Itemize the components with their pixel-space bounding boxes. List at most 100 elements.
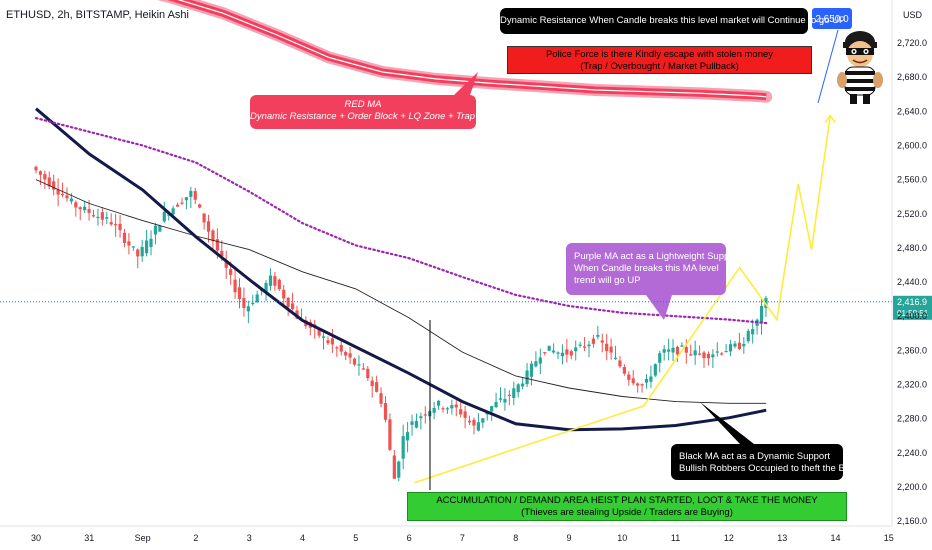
candles — [34, 165, 768, 482]
x-tick-label: 6 — [407, 533, 412, 543]
candle-body — [609, 346, 613, 353]
candle-body — [605, 343, 609, 352]
x-tick-label: 8 — [513, 533, 518, 543]
red-ma-note-line2: Dynamic Resistance + Order Block + LQ Zo… — [250, 111, 497, 122]
candle-body — [680, 345, 684, 347]
candle-body — [728, 344, 733, 352]
x-tick-label: 15 — [884, 533, 894, 543]
candle-body — [100, 212, 104, 220]
black-ma-line — [35, 107, 767, 432]
candle-body — [711, 354, 715, 358]
candle-body — [69, 198, 73, 202]
x-tick-label: 10 — [617, 533, 627, 543]
candle-body — [206, 221, 211, 232]
candle-body — [560, 352, 565, 357]
candle-body — [600, 340, 604, 343]
accumulation-note-line2: (Thieves are stealing Upside / Traders a… — [521, 507, 733, 518]
candle-body — [198, 204, 202, 208]
candle-body — [516, 384, 520, 393]
candle-body — [348, 353, 352, 358]
red-ma-note: RED MA Dynamic Resistance + Order Block … — [250, 95, 497, 129]
x-tick-label: 30 — [31, 533, 41, 543]
purple-note-pointer — [646, 295, 672, 320]
red-ma-note-line1: RED MA — [344, 99, 382, 110]
candle-body — [503, 398, 507, 403]
candle-body — [392, 455, 396, 479]
candle-body — [193, 191, 197, 200]
candle-body — [286, 297, 290, 308]
current-price-label: 2,416.9 — [897, 297, 927, 307]
candle-body — [56, 189, 60, 195]
y-tick-label: 2,560.0 — [897, 175, 927, 185]
candle-body — [627, 374, 631, 380]
candle-body — [105, 217, 109, 219]
target-price-label: 2,650.0 — [815, 14, 849, 25]
candle-body — [441, 408, 445, 410]
candle-body — [587, 344, 591, 347]
candle-body — [565, 349, 569, 355]
candle-body — [361, 368, 365, 370]
accumulation-note: ACCUMULATION / DEMAND AREA HEIST PLAN ST… — [407, 492, 847, 521]
candle-body — [237, 287, 242, 300]
candle-body — [445, 408, 450, 410]
gray-ma-line — [35, 179, 767, 404]
symbol-title[interactable]: ETHUSD, 2h, BITSTAMP, Heikin Ashi — [6, 9, 189, 21]
candle-body — [397, 461, 401, 478]
candle-body — [538, 357, 542, 364]
candle-body — [406, 432, 410, 441]
x-tick-label: 5 — [353, 533, 358, 543]
x-tick-label: 7 — [460, 533, 465, 543]
y-tick-label: 2,280.0 — [897, 414, 927, 424]
candle-body — [715, 351, 719, 353]
candle-body — [357, 364, 361, 366]
candle-body — [144, 240, 149, 254]
candle-body — [370, 380, 374, 387]
candle-body — [118, 223, 122, 231]
candle-body — [578, 344, 582, 346]
candle-body — [91, 215, 96, 217]
black-ma-note-line1: Black MA act as a Dynamic Support — [679, 451, 831, 462]
candle-body — [140, 246, 144, 257]
redma-note-pointer — [454, 72, 478, 95]
candle-body — [498, 398, 503, 400]
purple-ma-line — [34, 117, 768, 325]
y-tick-label: 2,200.0 — [897, 482, 927, 492]
candle-body — [507, 394, 511, 397]
x-axis[interactable]: 30 31 Sep 2 3 4 5 6 7 8 9 10 11 12 13 14 15 — [0, 525, 894, 543]
moving-averages — [34, 0, 773, 432]
x-tick-label: 12 — [724, 533, 734, 543]
candle-body — [649, 376, 653, 382]
candle-body — [220, 250, 224, 257]
current-price-line: 2,416.9 01:50:51 2,650.0 — [0, 8, 932, 320]
candle-body — [494, 401, 498, 408]
police-note-line1: Police Force is there Kindly escape with… — [545, 49, 774, 60]
y-tick-label: 2,600.0 — [897, 140, 927, 150]
police-note-line2: (Trap / Overbought / Market Pullback) — [580, 61, 739, 72]
candle-body — [149, 238, 153, 248]
x-tick-label: 13 — [777, 533, 787, 543]
candle-body — [419, 416, 423, 419]
candle-body — [74, 202, 78, 208]
robber-mascot-icon — [837, 31, 883, 104]
candle-body — [551, 350, 556, 353]
candle-body — [463, 411, 467, 418]
candle-body — [326, 340, 330, 344]
y-axis[interactable]: USD 2,720.0 2,680.0 2,640.0 2,600.0 2,560.0 2,… — [891, 0, 927, 526]
y-tick-label: 2,480.0 — [897, 243, 927, 253]
candle-body — [622, 367, 626, 374]
candle-body — [344, 352, 348, 356]
y-tick-label: 2,640.0 — [897, 106, 927, 116]
current-price-tag — [893, 295, 932, 320]
candle-body — [131, 246, 135, 248]
candle-body — [751, 329, 755, 335]
candle-body — [158, 225, 162, 232]
candle-body — [459, 409, 463, 415]
candle-body — [547, 345, 551, 351]
candle-body — [675, 346, 680, 355]
candle-body — [454, 404, 458, 408]
candle-body — [476, 422, 480, 431]
candle-body — [43, 174, 47, 180]
candle-body — [78, 207, 82, 210]
black-note-pointer — [700, 402, 754, 444]
